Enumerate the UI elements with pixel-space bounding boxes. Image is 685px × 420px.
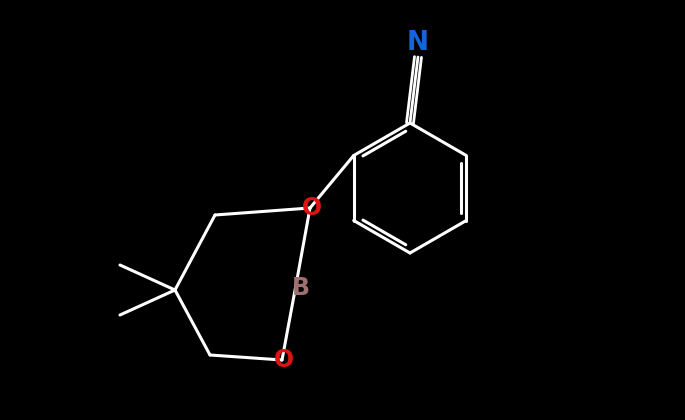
Text: N: N [407, 30, 429, 56]
Text: O: O [302, 196, 322, 220]
Text: O: O [274, 348, 294, 372]
Text: B: B [292, 276, 310, 300]
